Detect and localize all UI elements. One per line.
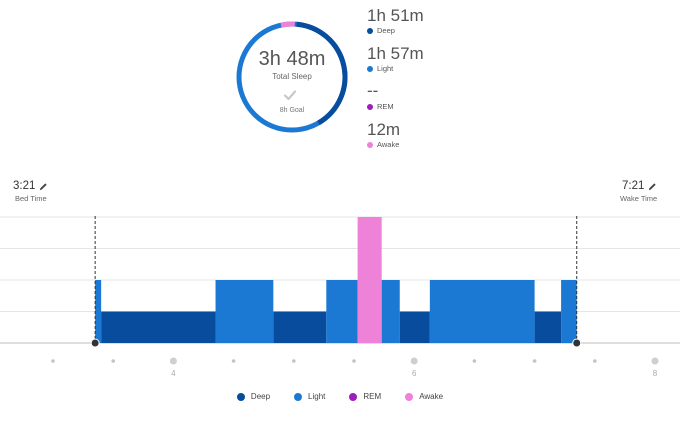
awake-duration: 12m [367,120,401,139]
deep-dot-icon [367,27,373,34]
light-dot-icon [367,65,373,72]
x-axis-dot [231,359,236,363]
sleep-goal-label: 8h Goal [279,107,305,114]
rem-stat-label: REM [367,102,394,111]
wake-time-value[interactable]: 7:21 [622,180,657,192]
x-axis-dot [593,359,597,363]
stage-bar-deep [101,311,216,343]
total-sleep-ring [236,21,348,133]
x-axis-dot [352,359,356,363]
awake-stat-label: Awake [367,140,399,149]
legend-item-deep: Deep [236,392,271,401]
stage-bar-light [215,280,274,343]
x-axis-dot [292,359,296,363]
light-duration: 1h 57m [367,44,424,63]
legend-item-rem: REM [349,392,381,401]
stage-bar-light [561,280,577,343]
total-sleep-value: 3h 48m [258,48,326,70]
x-axis-dot [169,357,177,365]
awake-legend-icon [405,392,414,401]
x-axis-dot [51,359,55,363]
legend-item-awake: Awake [405,392,443,401]
rem-stat-text: REM [377,102,394,111]
total-sleep-label: Total Sleep [272,72,312,81]
wake-time-text: 7:21 [622,180,645,192]
bed-time-value[interactable]: 3:21 [13,180,48,192]
stage-bar-light [326,280,358,343]
deep-stat-label: Deep [367,26,395,35]
pencil-icon[interactable] [39,182,48,191]
legend-label-rem: REM [363,392,382,401]
light-stat-text: Light [377,64,394,73]
deep-legend-icon [236,392,245,401]
bed-time-label: Bed Time [15,194,47,203]
stage-bar-awake [357,217,382,343]
x-axis-dot [410,357,418,365]
awake-stat-text: Awake [377,140,400,149]
rem-legend-icon [349,392,358,401]
x-tick-label: 6 [412,369,417,378]
check-icon [283,90,297,101]
stage-bar-light [429,280,535,343]
deep-duration: 1h 51m [367,6,424,25]
stage-bar-deep [534,311,562,343]
x-tick-label: 4 [171,369,176,378]
x-axis-dot [651,357,659,365]
rem-duration: -- [367,81,379,100]
wake-time-label: Wake Time [620,194,658,203]
stage-bar-light [95,280,102,343]
ring-awake-arc [280,21,295,28]
x-tick-label: 8 [653,369,658,378]
deep-stat-text: Deep [377,26,395,35]
ring-deep-arc [296,21,348,126]
stage-bar-deep [273,311,327,343]
sleep-stage-chart: 4 6 8 [0,216,680,378]
x-axis-dot [532,359,537,363]
stage-bar-light [381,280,400,343]
stage-bar-deep [399,311,430,343]
rem-dot-icon [367,103,373,110]
legend-item-light: Light [294,392,325,401]
light-legend-icon [294,392,303,401]
bed-time-marker-handle [90,338,100,348]
x-axis-dot [111,359,115,363]
bed-time-text: 3:21 [13,180,36,192]
x-axis-dot [472,359,477,363]
legend-label-deep: Deep [250,392,271,401]
pencil-icon[interactable] [648,182,657,191]
awake-dot-icon [367,141,373,148]
legend-label-awake: Awake [419,392,444,401]
wake-time-marker-handle [572,338,582,348]
chart-legend: Deep Light REM Awake [0,392,680,401]
light-stat-label: Light [367,64,393,73]
legend-label-light: Light [308,392,326,401]
